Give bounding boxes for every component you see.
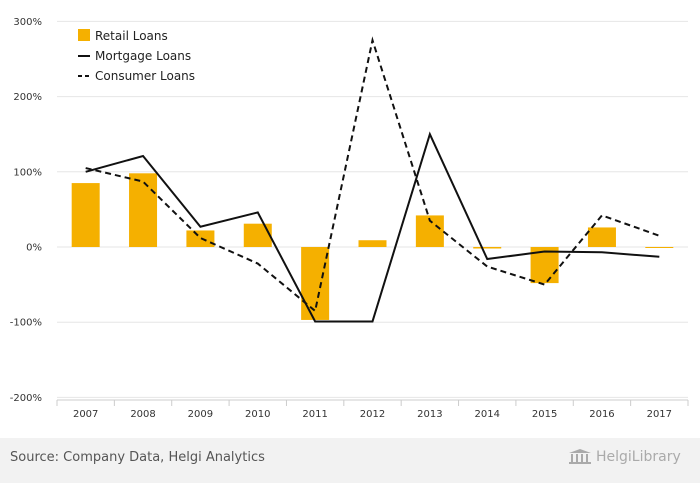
legend-label-consumer-loans: Consumer Loans [95, 69, 195, 83]
bar [186, 230, 215, 247]
legend-label-mortgage-loans: Mortgage Loans [95, 49, 191, 63]
x-tick-label: 2016 [589, 409, 614, 420]
source-note: Source: Company Data, Helgi Analytics [10, 450, 265, 465]
bar [301, 247, 330, 320]
x-axis: 2007 2008 2009 2010 2011 2012 2013 2014 2015 2016… [73, 409, 672, 420]
retail-loans-bars [71, 173, 674, 320]
x-tick-label: 2012 [360, 409, 385, 420]
x-tick-label: 2011 [302, 409, 327, 420]
library-building-icon [569, 449, 591, 464]
y-axis: 300% 200% 100% 0% -100% -200% [10, 17, 42, 404]
x-tick-label: 2014 [475, 409, 500, 420]
bar [358, 240, 387, 247]
bar [473, 247, 502, 249]
legend-swatch-retail-loans [78, 29, 90, 41]
footer [0, 438, 700, 483]
line-series [85, 36, 660, 323]
consumer-loans-line [85, 36, 660, 313]
x-tick-label: 2017 [647, 409, 672, 420]
bar [71, 183, 100, 247]
x-tick-label: 2009 [188, 409, 213, 420]
logo-text: HelgiLibrary [596, 449, 681, 465]
y-tick-label: 0% [26, 243, 42, 254]
helgi-library-logo[interactable]: HelgiLibrary [568, 449, 681, 465]
x-tick-label: 2015 [532, 409, 557, 420]
y-tick-label: -100% [10, 318, 42, 329]
y-tick-label: 300% [13, 17, 42, 28]
y-tick-label: 200% [13, 92, 42, 103]
legend-label-retail-loans: Retail Loans [95, 29, 168, 43]
x-tick-label: 2007 [73, 409, 98, 420]
y-tick-label: 100% [13, 167, 42, 178]
x-tick-label: 2013 [417, 409, 442, 420]
bar [645, 247, 674, 248]
x-tick-label: 2010 [245, 409, 270, 420]
y-tick-label: -200% [10, 393, 42, 404]
bar [587, 227, 616, 247]
mortgage-loans-line [85, 131, 660, 323]
chart: 300% 200% 100% 0% -100% -200% 2007 2008 2009 201… [10, 17, 689, 420]
bar [243, 223, 272, 247]
x-tick-label: 2008 [130, 409, 155, 420]
x-axis-ticks [56, 400, 689, 406]
bar [129, 173, 158, 247]
legend: Retail Loans Mortgage Loans Consumer Loa… [78, 29, 195, 83]
